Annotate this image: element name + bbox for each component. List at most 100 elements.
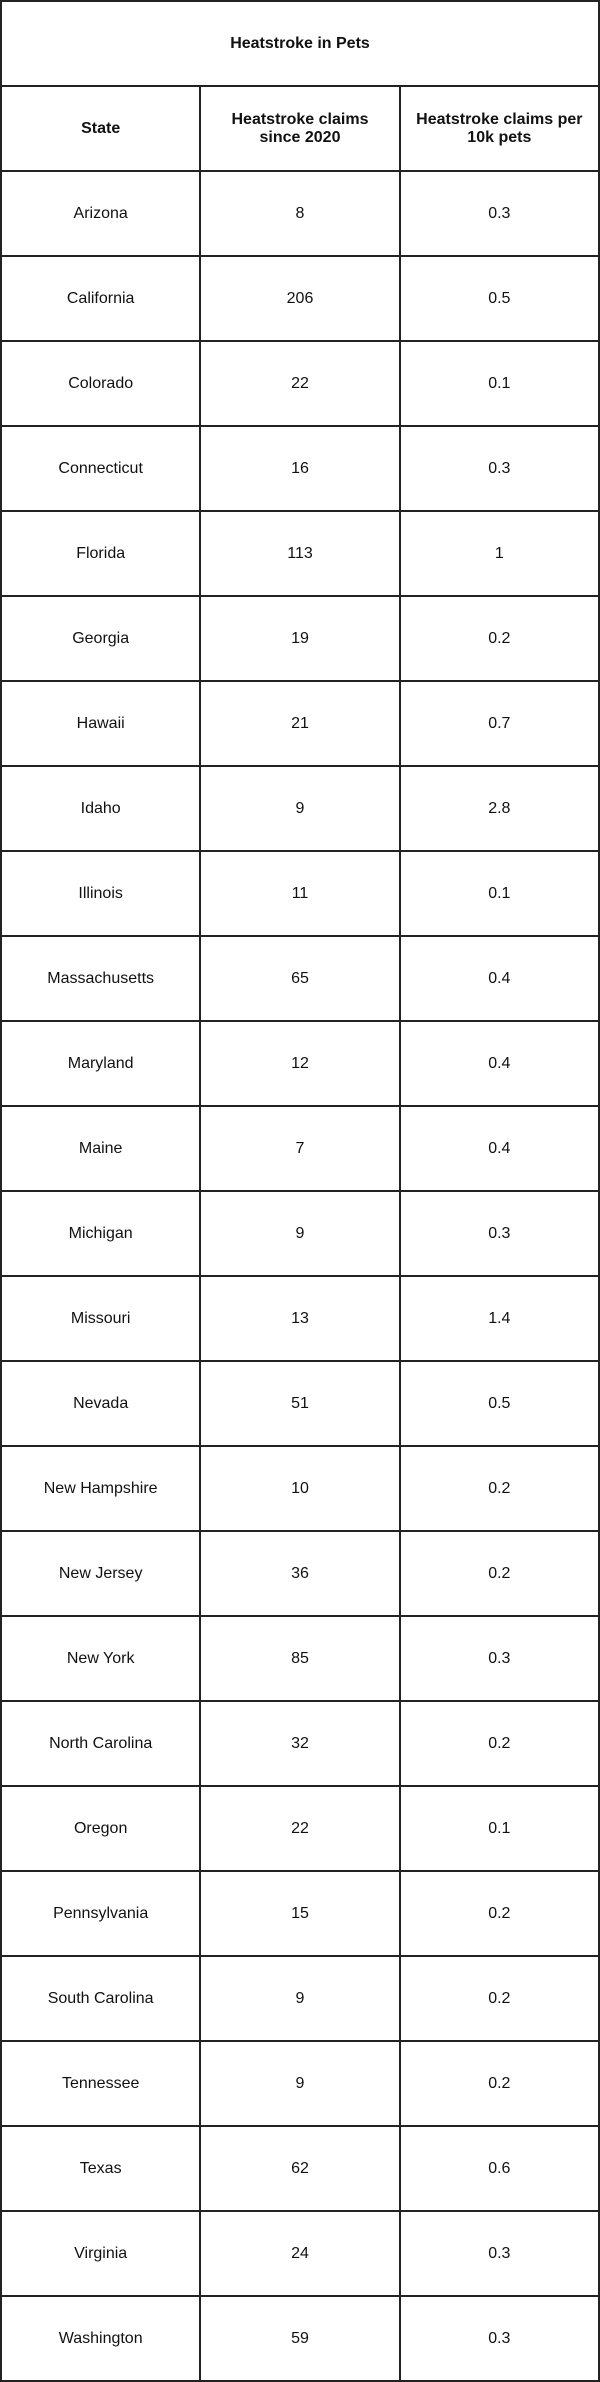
header-claims: Heatstroke claims since 2020 xyxy=(199,85,401,172)
cell-claims-per-10k: 0.1 xyxy=(398,340,600,427)
table-row: New York 85 0.3 xyxy=(0,1615,600,1702)
cell-claims: 36 xyxy=(199,1530,401,1617)
cell-claims-per-10k: 0.3 xyxy=(398,1190,600,1277)
cell-claims-per-10k: 0.3 xyxy=(398,1615,600,1702)
cell-claims: 62 xyxy=(199,2125,401,2212)
cell-state: Missouri xyxy=(0,1275,202,1362)
cell-state: Georgia xyxy=(0,595,202,682)
cell-claims-per-10k: 0.3 xyxy=(398,2295,600,2382)
cell-claims-per-10k: 0.2 xyxy=(398,2040,600,2127)
cell-state: New Jersey xyxy=(0,1530,202,1617)
cell-claims-per-10k: 0.4 xyxy=(398,935,600,1022)
cell-state: Hawaii xyxy=(0,680,202,767)
table-row: Nevada 51 0.5 xyxy=(0,1360,600,1447)
table-row: Idaho 9 2.8 xyxy=(0,765,600,852)
table-title: Heatstroke in Pets xyxy=(0,0,600,87)
cell-state: Tennessee xyxy=(0,2040,202,2127)
cell-claims-per-10k: 0.1 xyxy=(398,850,600,937)
cell-claims-per-10k: 0.4 xyxy=(398,1105,600,1192)
cell-claims: 9 xyxy=(199,2040,401,2127)
table-row: Colorado 22 0.1 xyxy=(0,340,600,427)
cell-claims-per-10k: 0.2 xyxy=(398,1445,600,1532)
table-row: Maine 7 0.4 xyxy=(0,1105,600,1192)
cell-claims-per-10k: 0.3 xyxy=(398,170,600,257)
table-row: Florida 113 1 xyxy=(0,510,600,597)
cell-state: Colorado xyxy=(0,340,202,427)
cell-claims: 19 xyxy=(199,595,401,682)
table-row: Washington 59 0.3 xyxy=(0,2295,600,2382)
cell-claims: 9 xyxy=(199,765,401,852)
cell-claims: 65 xyxy=(199,935,401,1022)
header-state: State xyxy=(0,85,202,172)
cell-state: Maine xyxy=(0,1105,202,1192)
cell-claims-per-10k: 0.5 xyxy=(398,255,600,342)
cell-state: New York xyxy=(0,1615,202,1702)
cell-claims-per-10k: 0.2 xyxy=(398,1870,600,1957)
table-row: South Carolina 9 0.2 xyxy=(0,1955,600,2042)
cell-claims: 206 xyxy=(199,255,401,342)
cell-claims-per-10k: 0.4 xyxy=(398,1020,600,1107)
table-row: Texas 62 0.6 xyxy=(0,2125,600,2212)
cell-claims: 10 xyxy=(199,1445,401,1532)
table-row: Virginia 24 0.3 xyxy=(0,2210,600,2297)
cell-claims: 113 xyxy=(199,510,401,597)
cell-claims-per-10k: 0.5 xyxy=(398,1360,600,1447)
table-row: Michigan 9 0.3 xyxy=(0,1190,600,1277)
table-row: Pennsylvania 15 0.2 xyxy=(0,1870,600,1957)
table-row: California 206 0.5 xyxy=(0,255,600,342)
cell-state: Washington xyxy=(0,2295,202,2382)
cell-state: New Hampshire xyxy=(0,1445,202,1532)
cell-claims: 51 xyxy=(199,1360,401,1447)
cell-claims: 13 xyxy=(199,1275,401,1362)
cell-claims: 15 xyxy=(199,1870,401,1957)
table-row: Hawaii 21 0.7 xyxy=(0,680,600,767)
cell-state: Virginia xyxy=(0,2210,202,2297)
cell-claims-per-10k: 2.8 xyxy=(398,765,600,852)
cell-state: Connecticut xyxy=(0,425,202,512)
cell-claims-per-10k: 1.4 xyxy=(398,1275,600,1362)
table-row: North Carolina 32 0.2 xyxy=(0,1700,600,1787)
cell-claims: 21 xyxy=(199,680,401,767)
cell-claims: 24 xyxy=(199,2210,401,2297)
cell-state: North Carolina xyxy=(0,1700,202,1787)
cell-state: Michigan xyxy=(0,1190,202,1277)
cell-claims-per-10k: 0.3 xyxy=(398,425,600,512)
cell-state: Nevada xyxy=(0,1360,202,1447)
cell-state: Pennsylvania xyxy=(0,1870,202,1957)
cell-claims-per-10k: 0.2 xyxy=(398,1955,600,2042)
cell-claims-per-10k: 0.2 xyxy=(398,595,600,682)
cell-claims-per-10k: 0.1 xyxy=(398,1785,600,1872)
cell-claims: 12 xyxy=(199,1020,401,1107)
cell-state: Illinois xyxy=(0,850,202,937)
table-row: Illinois 11 0.1 xyxy=(0,850,600,937)
cell-claims-per-10k: 0.2 xyxy=(398,1530,600,1617)
table-row: Connecticut 16 0.3 xyxy=(0,425,600,512)
table-row: Tennessee 9 0.2 xyxy=(0,2040,600,2127)
cell-claims: 9 xyxy=(199,1190,401,1277)
cell-claims-per-10k: 0.6 xyxy=(398,2125,600,2212)
cell-state: Massachusetts xyxy=(0,935,202,1022)
cell-state: Maryland xyxy=(0,1020,202,1107)
cell-claims: 22 xyxy=(199,340,401,427)
cell-claims-per-10k: 0.2 xyxy=(398,1700,600,1787)
table-row: Massachusetts 65 0.4 xyxy=(0,935,600,1022)
title-row: Heatstroke in Pets xyxy=(0,0,600,87)
cell-state: Florida xyxy=(0,510,202,597)
cell-state: Arizona xyxy=(0,170,202,257)
cell-state: California xyxy=(0,255,202,342)
table-row: Arizona 8 0.3 xyxy=(0,170,600,257)
cell-state: South Carolina xyxy=(0,1955,202,2042)
cell-claims: 8 xyxy=(199,170,401,257)
table-row: Maryland 12 0.4 xyxy=(0,1020,600,1107)
cell-state: Oregon xyxy=(0,1785,202,1872)
cell-claims: 7 xyxy=(199,1105,401,1192)
cell-claims: 22 xyxy=(199,1785,401,1872)
cell-claims: 32 xyxy=(199,1700,401,1787)
table-row: Oregon 22 0.1 xyxy=(0,1785,600,1872)
table-row: Missouri 13 1.4 xyxy=(0,1275,600,1362)
header-claims-per-10k: Heatstroke claims per 10k pets xyxy=(398,85,600,172)
table-row: New Jersey 36 0.2 xyxy=(0,1530,600,1617)
cell-claims: 11 xyxy=(199,850,401,937)
cell-state: Idaho xyxy=(0,765,202,852)
